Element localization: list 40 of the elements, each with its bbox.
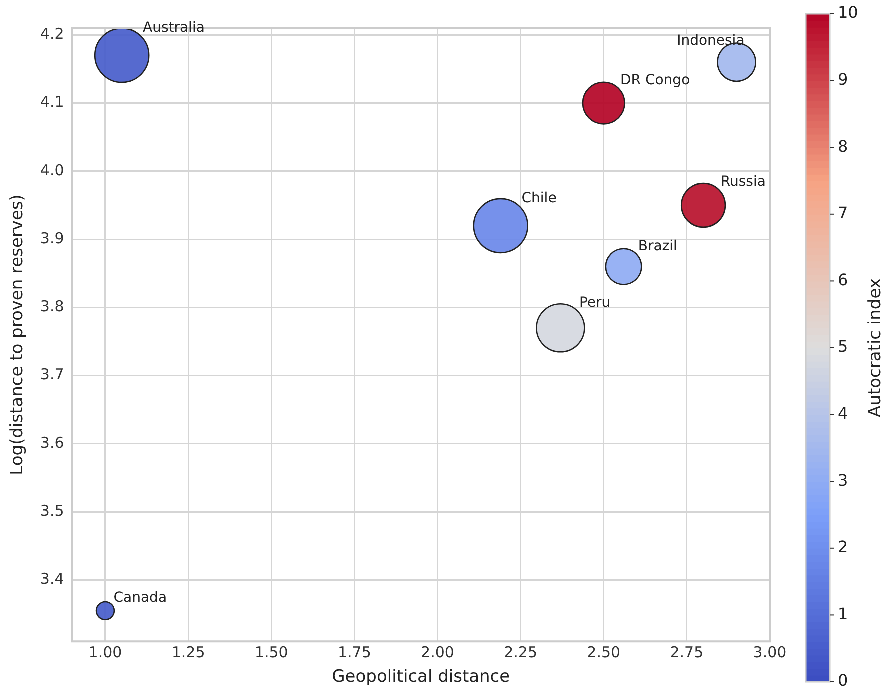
y-tick-label: 3.5: [40, 502, 64, 520]
color-bar-label: 9: [838, 70, 848, 89]
color-bar-label: 2: [838, 538, 848, 557]
color-bar-label: 7: [838, 204, 848, 223]
annotation: Indonesia: [677, 33, 745, 50]
color-bar-label: 6: [838, 270, 848, 290]
y-axis-title: Log(distance to proven reserves): [8, 194, 28, 476]
x-tick-label: 2.50: [587, 643, 621, 662]
y-tick-label: 3.9: [40, 229, 64, 248]
y-tick-label: 3.7: [40, 366, 64, 384]
annotation: Russia: [720, 174, 766, 190]
annotation: Brazil: [638, 238, 678, 254]
x-tick-label: 2.00: [421, 643, 454, 662]
color-bar-label: 8: [838, 136, 848, 156]
x-tick-label: 1.75: [338, 643, 372, 662]
y-tick-label: 4.2: [40, 25, 64, 44]
x-tick-label: 2.25: [504, 643, 538, 662]
color-bar-label: 4: [838, 404, 848, 423]
x-tick-label: 3.00: [753, 643, 787, 662]
annotation: Canada: [114, 590, 168, 606]
y-tick-label: 3.8: [40, 298, 64, 316]
annotation: Peru: [579, 294, 611, 311]
y-tick-label: 3.6: [40, 434, 64, 452]
color-bar-label: 10: [838, 3, 858, 22]
color-bar-title: Autocratic index: [865, 278, 886, 418]
y-tick-label: 3.4: [40, 570, 64, 588]
color-bar-label: 5: [838, 337, 848, 356]
x-tick-label: 2.75: [670, 643, 704, 662]
y-tick-label: 4.0: [40, 161, 64, 180]
color-bar-label: 0: [838, 671, 848, 690]
annotation: Chile: [522, 190, 557, 206]
x-tick-label: 1.50: [254, 643, 288, 662]
color-bar-label: 1: [838, 604, 848, 624]
color-bar-label: 3: [838, 470, 848, 490]
x-axis-title: Geopolitical distance: [332, 667, 510, 688]
annotation: DR Congo: [620, 72, 690, 89]
annotation: Australia: [142, 20, 205, 36]
x-tick-label: 1.25: [172, 643, 206, 662]
x-tick-label: 1.00: [88, 643, 122, 662]
y-tick-label: 4.1: [40, 93, 64, 112]
